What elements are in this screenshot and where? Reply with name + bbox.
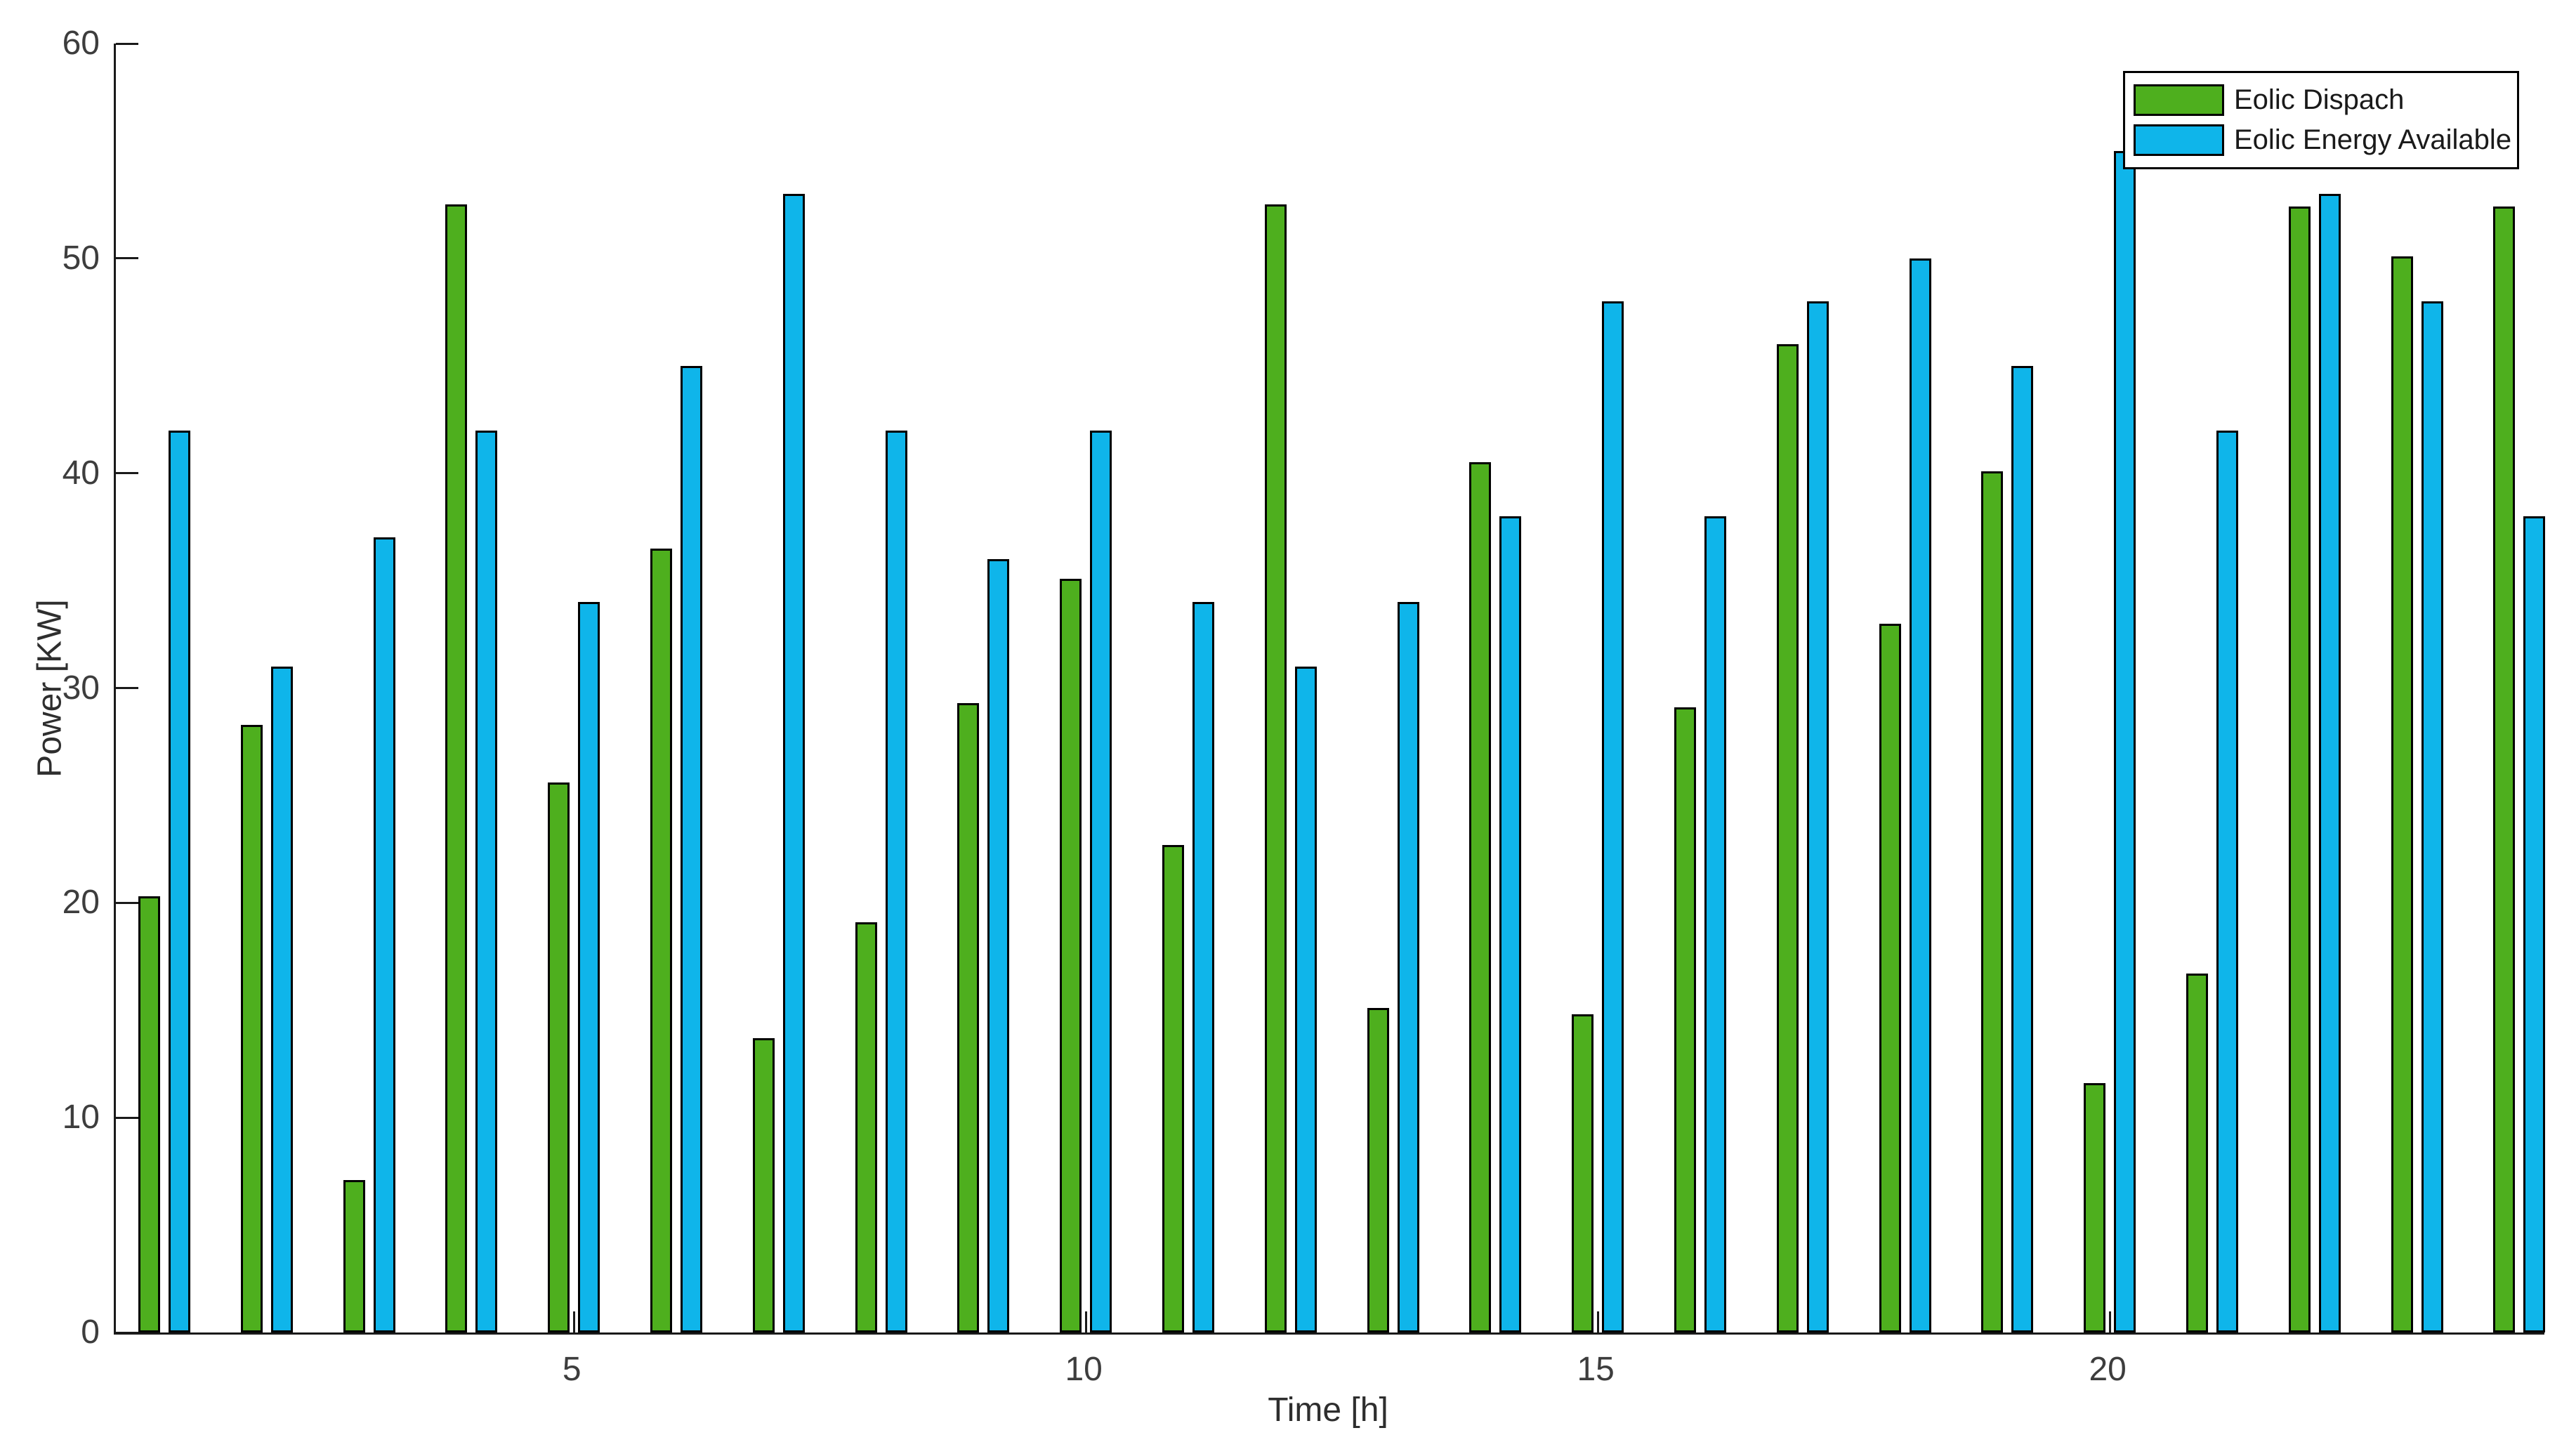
plot-area: [114, 42, 2546, 1335]
bar-eolic-dispach-hour-13: [1367, 1008, 1389, 1332]
bar-eolic-energy-available-hour-20: [2114, 150, 2136, 1332]
legend-label-eolic-energy-available: Eolic Energy Available: [2234, 124, 2512, 155]
bar-eolic-dispach-hour-18: [1879, 623, 1901, 1332]
y-tick-mark-50: [116, 257, 138, 260]
legend-label-eolic-dispach: Eolic Dispach: [2234, 84, 2405, 115]
bar-eolic-dispach-hour-7: [752, 1038, 775, 1332]
bar-eolic-dispach-hour-9: [957, 702, 980, 1332]
bar-eolic-energy-available-hour-18: [1909, 258, 1931, 1332]
bar-eolic-energy-available-hour-5: [578, 602, 600, 1332]
bar-eolic-energy-available-hour-21: [2216, 430, 2238, 1332]
legend-item-eolic-dispach: Eolic Dispach: [2134, 84, 2517, 116]
bar-eolic-energy-available-hour-4: [475, 430, 498, 1332]
legend-box: Eolic Dispach Eolic Energy Available: [2123, 71, 2519, 169]
bar-eolic-dispach-hour-24: [2493, 207, 2516, 1332]
bar-eolic-dispach-hour-21: [2186, 974, 2208, 1332]
bar-eolic-dispach-hour-22: [2288, 207, 2311, 1332]
y-tick-label-40: 40: [62, 454, 100, 492]
bar-eolic-dispach-hour-1: [138, 896, 160, 1332]
y-tick-label-30: 30: [62, 669, 100, 707]
x-tick-label-20: 20: [2089, 1351, 2127, 1388]
bar-eolic-dispach-hour-5: [548, 782, 570, 1332]
bar-eolic-dispach-hour-2: [240, 724, 263, 1332]
bar-eolic-energy-available-hour-13: [1397, 602, 1419, 1332]
bar-eolic-energy-available-hour-11: [1192, 602, 1214, 1332]
bar-eolic-dispach-hour-12: [1264, 204, 1287, 1332]
bar-eolic-dispach-hour-23: [2391, 256, 2413, 1332]
y-tick-label-60: 60: [62, 25, 100, 62]
x-tick-mark-5: [572, 1311, 575, 1332]
bar-eolic-energy-available-hour-10: [1090, 430, 1112, 1332]
y-tick-mark-30: [116, 687, 138, 689]
bar-eolic-energy-available-hour-19: [2011, 365, 2034, 1332]
bar-eolic-energy-available-hour-24: [2523, 516, 2546, 1332]
bar-eolic-energy-available-hour-6: [681, 365, 702, 1332]
x-tick-label-5: 5: [562, 1351, 581, 1388]
x-tick-mark-20: [2108, 1311, 2111, 1332]
y-tick-label-50: 50: [62, 239, 100, 277]
bar-eolic-dispach-hour-15: [1572, 1014, 1594, 1332]
bar-eolic-energy-available-hour-14: [1499, 516, 1522, 1332]
bar-eolic-dispach-hour-4: [445, 204, 468, 1332]
bar-eolic-energy-available-hour-23: [2421, 301, 2443, 1332]
x-tick-mark-10: [1084, 1311, 1087, 1332]
bar-eolic-dispach-hour-17: [1776, 344, 1799, 1332]
bar-eolic-energy-available-hour-8: [885, 430, 907, 1332]
bar-eolic-energy-available-hour-15: [1602, 301, 1624, 1332]
y-tick-mark-20: [116, 901, 138, 904]
legend-swatch-eolic-energy-available: [2134, 124, 2224, 156]
x-tick-label-15: 15: [1577, 1351, 1615, 1388]
bar-eolic-dispach-hour-19: [1981, 471, 2004, 1332]
x-tick-label-10: 10: [1065, 1351, 1103, 1388]
bar-eolic-energy-available-hour-16: [1704, 516, 1726, 1332]
bar-eolic-energy-available-hour-7: [782, 194, 805, 1332]
x-tick-mark-15: [1596, 1311, 1599, 1332]
bar-eolic-energy-available-hour-9: [987, 559, 1010, 1332]
y-tick-mark-60: [116, 42, 138, 45]
y-tick-mark-40: [116, 472, 138, 475]
bar-eolic-dispach-hour-6: [650, 548, 672, 1332]
bar-eolic-energy-available-hour-2: [270, 666, 293, 1332]
x-axis-label: Time [h]: [1268, 1391, 1388, 1429]
bar-eolic-dispach-hour-14: [1469, 462, 1492, 1332]
y-tick-mark-10: [116, 1116, 138, 1119]
bar-eolic-energy-available-hour-22: [2318, 194, 2341, 1332]
bar-eolic-dispach-hour-20: [2084, 1083, 2106, 1332]
bar-eolic-dispach-hour-16: [1674, 707, 1696, 1332]
y-tick-label-0: 0: [81, 1314, 100, 1351]
legend-swatch-eolic-dispach: [2134, 84, 2224, 116]
y-tick-label-20: 20: [62, 884, 100, 922]
bar-eolic-energy-available-hour-17: [1806, 301, 1829, 1332]
y-tick-label-10: 10: [62, 1099, 100, 1137]
bar-eolic-energy-available-hour-1: [169, 430, 190, 1332]
bar-eolic-energy-available-hour-3: [373, 537, 395, 1332]
bar-eolic-dispach-hour-8: [855, 922, 877, 1332]
bar-eolic-energy-available-hour-12: [1294, 666, 1317, 1332]
bar-eolic-dispach-hour-10: [1060, 578, 1082, 1332]
bar-eolic-dispach-hour-3: [343, 1179, 365, 1332]
legend-item-eolic-energy-available: Eolic Energy Available: [2134, 124, 2517, 156]
bar-eolic-dispach-hour-11: [1162, 844, 1184, 1332]
y-tick-mark-0: [116, 1331, 138, 1334]
